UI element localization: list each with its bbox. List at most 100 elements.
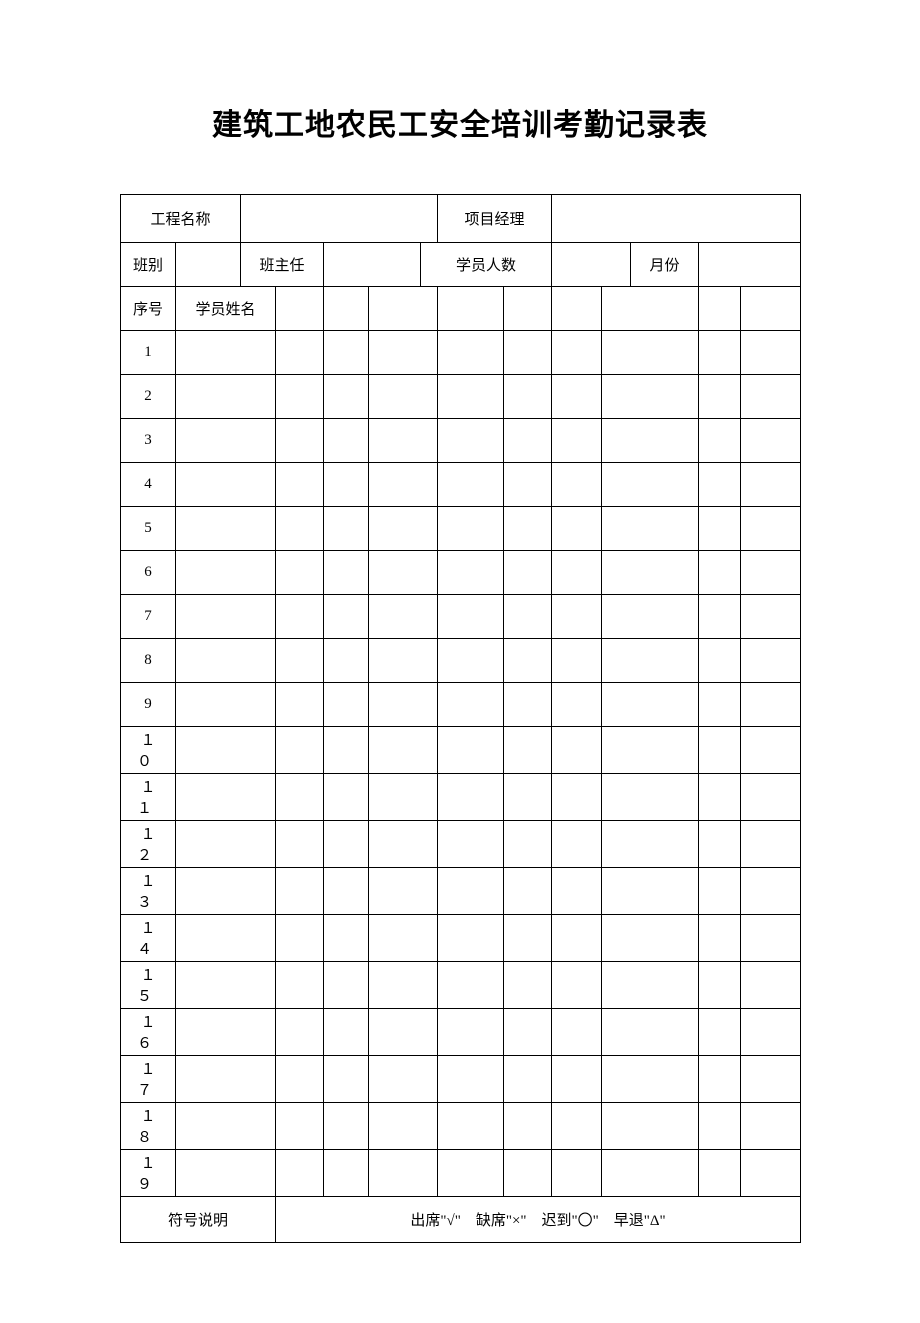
att-cell [324,774,369,821]
att-cell [369,683,438,727]
att-cell [699,1150,741,1197]
att-cell [276,683,324,727]
att-cell [369,507,438,551]
att-cell [699,727,741,774]
att-cell [276,821,324,868]
att-cell [699,419,741,463]
att-cell [602,507,699,551]
att-cell [324,868,369,915]
att-cell [741,868,801,915]
table-row: １７ [121,1056,801,1103]
table-row: １９ [121,1150,801,1197]
seq-cell: 7 [121,595,176,639]
col-day-4 [438,287,504,331]
col-day-3 [369,287,438,331]
att-cell [699,331,741,375]
att-cell [504,1056,552,1103]
class-value [176,243,241,287]
att-cell [504,331,552,375]
att-cell [552,868,602,915]
att-cell [504,868,552,915]
att-cell [324,1056,369,1103]
att-cell [324,962,369,1009]
col-day-5 [504,287,552,331]
student-count-label: 学员人数 [421,243,552,287]
name-cell [176,1103,276,1150]
seq-cell: 5 [121,507,176,551]
name-cell [176,375,276,419]
table-row: １３ [121,868,801,915]
legend-text: 出席"√" 缺席"×" 迟到"〇" 早退"Δ" [276,1197,801,1243]
att-cell [438,463,504,507]
att-cell [369,551,438,595]
att-cell [276,1009,324,1056]
att-cell [741,463,801,507]
att-cell [504,551,552,595]
att-cell [369,595,438,639]
seq-cell: １２ [121,821,176,868]
seq-cell: １３ [121,868,176,915]
att-cell [369,962,438,1009]
att-cell [741,595,801,639]
name-cell [176,551,276,595]
att-cell [699,774,741,821]
att-cell [741,639,801,683]
name-cell [176,463,276,507]
seq-cell: 1 [121,331,176,375]
att-cell [504,915,552,962]
att-cell [369,1103,438,1150]
att-cell [552,375,602,419]
table-row: １１ [121,774,801,821]
att-cell [438,683,504,727]
att-cell [438,1150,504,1197]
att-cell [699,507,741,551]
col-day-1 [276,287,324,331]
att-cell [552,1150,602,1197]
att-cell [552,551,602,595]
att-cell [324,915,369,962]
name-cell [176,507,276,551]
att-cell [438,419,504,463]
att-cell [741,331,801,375]
att-cell [369,331,438,375]
att-cell [438,595,504,639]
seq-cell: 4 [121,463,176,507]
att-cell [438,551,504,595]
att-cell [438,868,504,915]
att-cell [699,683,741,727]
att-cell [438,639,504,683]
student-count-value [552,243,631,287]
att-cell [324,375,369,419]
seq-cell: １５ [121,962,176,1009]
col-day-7 [602,287,699,331]
att-cell [504,595,552,639]
name-cell [176,595,276,639]
seq-cell: 3 [121,419,176,463]
att-cell [741,821,801,868]
att-cell [504,1150,552,1197]
att-cell [324,463,369,507]
att-cell [741,774,801,821]
name-cell [176,868,276,915]
att-cell [552,915,602,962]
att-cell [438,507,504,551]
seq-cell: １８ [121,1103,176,1150]
att-cell [552,595,602,639]
att-cell [602,727,699,774]
att-cell [552,727,602,774]
att-cell [276,331,324,375]
att-cell [504,683,552,727]
col-day-6 [552,287,602,331]
att-cell [276,1056,324,1103]
table-row: １２ [121,821,801,868]
att-cell [741,727,801,774]
att-cell [369,463,438,507]
att-cell [552,1009,602,1056]
att-cell [699,962,741,1009]
att-cell [741,1009,801,1056]
att-cell [602,821,699,868]
att-cell [552,774,602,821]
att-cell [369,868,438,915]
att-cell [602,1009,699,1056]
col-name-label: 学员姓名 [176,287,276,331]
